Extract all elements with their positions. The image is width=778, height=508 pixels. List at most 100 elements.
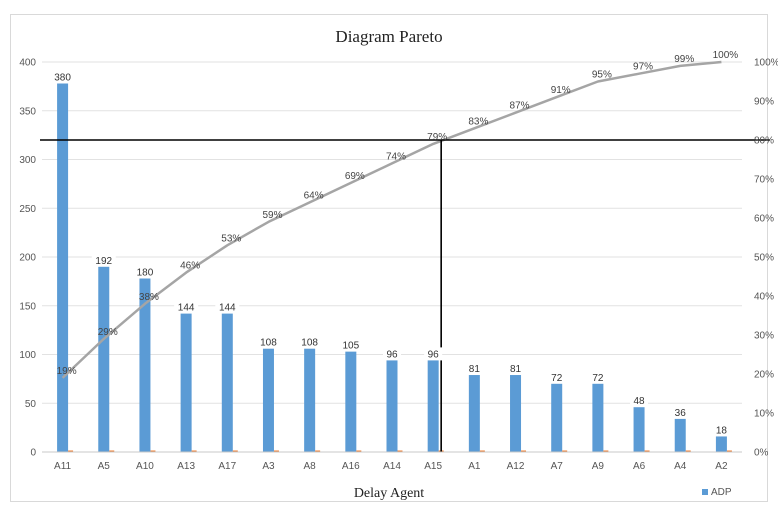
y2-tick-label: 40% (754, 292, 774, 303)
cumulative-percent-label: 53% (221, 233, 241, 244)
y-tick-label: 50 (25, 399, 37, 410)
y2-tick-label: 0% (754, 448, 769, 459)
bar-value-label: 96 (428, 349, 440, 360)
bar-label-bg (547, 370, 566, 384)
legend-swatch-adp (702, 489, 708, 495)
bar-baseline-marker (397, 450, 403, 452)
bar (510, 373, 522, 452)
bar-baseline-marker (356, 450, 362, 452)
x-tick-label: A4 (674, 461, 687, 472)
bar (98, 264, 110, 452)
bar (674, 416, 686, 452)
x-tick-label: A5 (98, 461, 111, 472)
bar-label-bg (297, 335, 322, 349)
y2-tick-label: 60% (754, 214, 774, 225)
cumulative-percent-label: 64% (304, 190, 324, 201)
y-tick-label: 250 (19, 204, 36, 215)
y2-tick-label: 10% (754, 409, 774, 420)
bar-label-bg (630, 394, 649, 408)
bar-value-label: 108 (260, 338, 277, 349)
data-labels: 380 192 180 144 144 108 108 105 96 96 81 81 72 72 48 36… (50, 50, 739, 437)
bar-value-label: 72 (592, 373, 604, 384)
x-tick-label: A3 (262, 461, 275, 472)
bar-series (57, 81, 732, 452)
bar-baseline-marker (562, 450, 568, 452)
bar-baseline-marker (726, 450, 732, 452)
cumulative-line (61, 60, 722, 379)
y-tick-label: 150 (19, 301, 36, 312)
cumulative-percent-label: 100% (713, 50, 739, 61)
cumulative-percent-label: 46% (180, 261, 200, 272)
cumulative-percent-label: 59% (262, 210, 282, 221)
bar-label-bg (91, 253, 116, 267)
bar (386, 358, 398, 452)
bar-label-bg (506, 362, 525, 376)
cumulative-line-series (61, 60, 722, 379)
x-tick-label: A13 (177, 461, 195, 472)
x-tick-label: A2 (715, 461, 728, 472)
bar-label-bg (215, 300, 240, 314)
bar-value-label: 192 (95, 256, 112, 267)
bar-value-label: 72 (551, 373, 563, 384)
bar-value-label: 105 (342, 341, 359, 352)
bar-baseline-marker (191, 450, 197, 452)
x-tick-label: A12 (507, 461, 525, 472)
cumulative-percent-label: 79% (427, 132, 447, 143)
cumulative-percent-label: 91% (551, 85, 571, 96)
bar-label-bg (465, 362, 484, 376)
bar-value-label: 81 (469, 364, 481, 375)
bar-label-bg (132, 265, 157, 279)
bar-baseline-marker (68, 450, 74, 452)
x-tick-label: A6 (633, 461, 646, 472)
bar (345, 349, 357, 452)
cumulative-percent-label: 87% (510, 101, 530, 112)
y2-tick-label: 80% (754, 136, 774, 147)
bar (180, 311, 192, 452)
bar-value-label: 18 (716, 425, 728, 436)
bar (715, 434, 727, 452)
x-tick-label: A11 (54, 461, 71, 472)
y2-tick-label: 90% (754, 97, 774, 108)
bar-value-label: 96 (386, 349, 398, 360)
x-tick-label: A7 (551, 461, 564, 472)
bar-value-label: 380 (54, 73, 71, 84)
legend: ADP (702, 487, 732, 498)
bar (57, 81, 69, 452)
x-axis-title: Delay Agent (354, 486, 424, 501)
cumulative-percent-label: 83% (468, 116, 488, 127)
y-tick-label: 400 (19, 58, 36, 69)
bar-label-bg (671, 405, 690, 419)
bar (468, 373, 480, 452)
x-tick-label: A17 (218, 461, 236, 472)
bar-value-label: 144 (219, 303, 236, 314)
x-tick-label: A8 (304, 461, 317, 472)
bar (262, 346, 274, 452)
x-tick-label: A16 (342, 461, 360, 472)
bar (427, 358, 439, 452)
bar (633, 405, 645, 452)
bar-baseline-marker (521, 450, 527, 452)
x-tick-label: A10 (136, 461, 154, 472)
y2-tick-label: 70% (754, 175, 774, 186)
reference-lines (40, 139, 770, 452)
chart-title: Diagram Pareto (335, 27, 442, 46)
bar-baseline-marker (644, 450, 650, 452)
y2-tick-label: 100% (754, 58, 778, 69)
bar-value-label: 180 (137, 268, 154, 279)
cumulative-percent-label: 99% (674, 54, 694, 65)
y-tick-label: 300 (19, 155, 36, 166)
y-tick-label: 0 (30, 448, 36, 459)
bar-label-bg (338, 338, 363, 352)
x-tick-label: A15 (424, 461, 442, 472)
bar-value-label: 144 (178, 303, 195, 314)
bar-value-label: 81 (510, 364, 522, 375)
bar-value-label: 48 (633, 396, 645, 407)
bar-value-label: 36 (675, 408, 687, 419)
bar-label-bg (588, 370, 607, 384)
y-tick-label: 200 (19, 253, 36, 264)
bar (551, 381, 563, 452)
bar-baseline-marker (315, 450, 321, 452)
bar-baseline-marker (150, 450, 156, 452)
legend-label-adp: ADP (711, 487, 732, 498)
bar-label-bg (424, 347, 443, 361)
